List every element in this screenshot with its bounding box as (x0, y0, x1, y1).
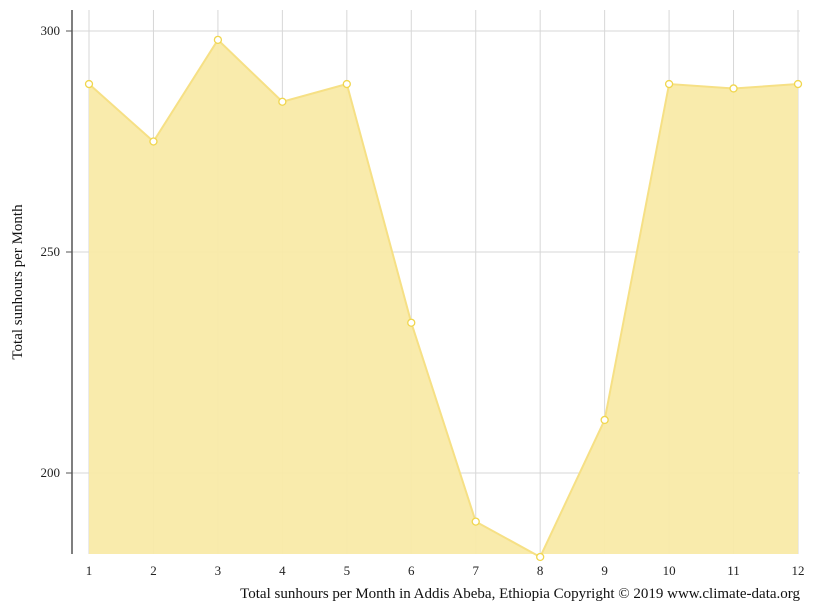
x-tick-labels: 1 2 3 4 5 6 7 8 9 10 11 12 (86, 563, 805, 578)
x-tick-label: 10 (663, 563, 676, 578)
data-point-month-1 (84, 79, 94, 89)
x-tick-label: 5 (344, 563, 351, 578)
x-tick-label: 8 (537, 563, 544, 578)
x-tick-label: 9 (601, 563, 608, 578)
data-point-month-10 (664, 79, 674, 89)
data-point-month-12 (793, 79, 803, 89)
x-tick-label: 11 (727, 563, 740, 578)
data-point-month-2 (149, 137, 158, 146)
x-tick-label: 3 (215, 563, 222, 578)
x-tick-label: 2 (150, 563, 157, 578)
data-point-month-4 (278, 97, 287, 106)
y-tick-label: 300 (41, 23, 61, 38)
data-point-month-9 (600, 415, 609, 425)
series-area (89, 39, 798, 557)
data-points (84, 35, 803, 562)
chart-caption: Total sunhours per Month in Addis Abeba,… (240, 586, 800, 602)
x-tick-label: 6 (408, 563, 415, 578)
y-tick-label: 250 (41, 244, 61, 259)
y-tick-label: 200 (41, 465, 61, 480)
data-point-month-3 (213, 35, 223, 44)
data-point-month-5 (342, 79, 351, 89)
axes (66, 10, 73, 554)
y-tick-labels: 200 250 300 (41, 23, 61, 480)
x-tick-label: 4 (279, 563, 286, 578)
series-line (88, 38, 799, 559)
x-tick-label: 12 (792, 563, 805, 578)
data-point-month-11 (729, 84, 738, 93)
data-point-month-8 (536, 552, 545, 562)
data-point-month-6 (407, 318, 416, 327)
x-tick-label: 1 (86, 563, 93, 578)
y-axis-title: Total sunhours per Month (10, 204, 26, 360)
x-tick-label: 7 (472, 563, 479, 578)
data-point-month-7 (471, 517, 480, 526)
